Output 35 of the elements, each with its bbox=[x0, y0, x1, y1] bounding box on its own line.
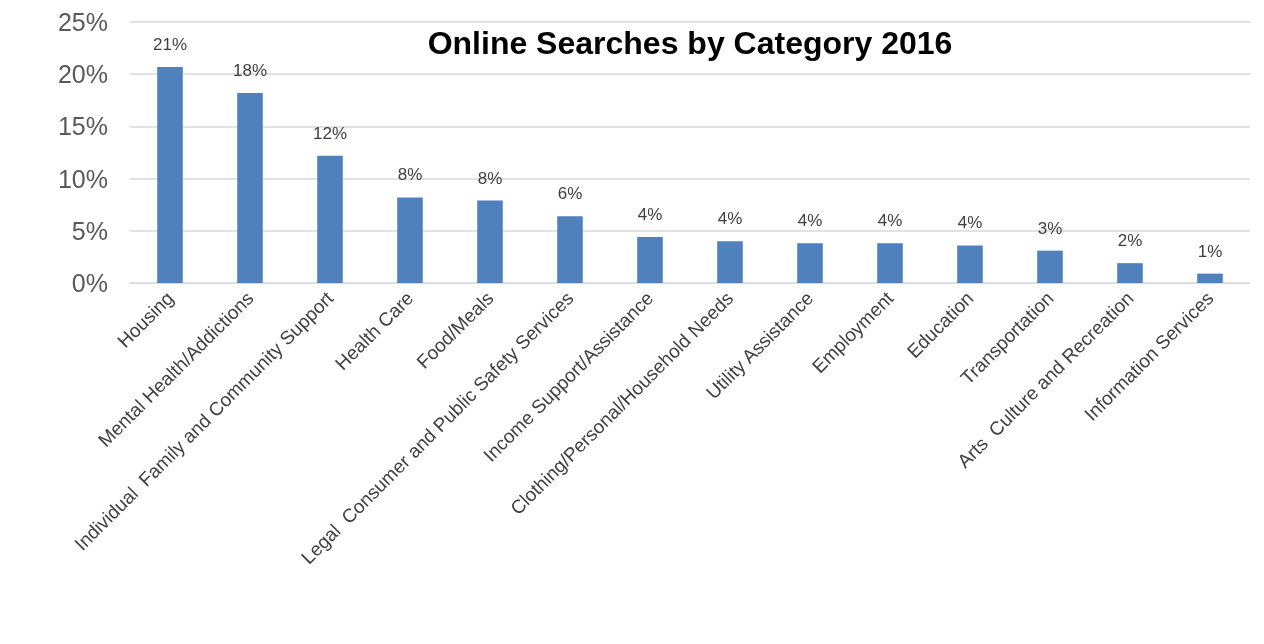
bar bbox=[957, 245, 983, 283]
data-label: 8% bbox=[477, 168, 503, 188]
data-label: 4% bbox=[717, 209, 743, 229]
bar bbox=[477, 200, 503, 283]
data-label: 4% bbox=[797, 211, 823, 231]
y-tick-label: 10% bbox=[57, 164, 108, 193]
data-label: 4% bbox=[877, 211, 903, 231]
bar bbox=[717, 241, 743, 283]
y-tick-label: 15% bbox=[57, 112, 108, 141]
data-label: 12% bbox=[312, 123, 348, 143]
data-label: 3% bbox=[1037, 218, 1063, 238]
bar bbox=[317, 155, 343, 283]
y-tick-label: 25% bbox=[57, 8, 108, 36]
data-label: 21% bbox=[152, 34, 188, 54]
bar bbox=[1117, 263, 1143, 283]
bar bbox=[1037, 250, 1063, 283]
bar bbox=[637, 237, 663, 283]
data-label: 18% bbox=[232, 60, 268, 80]
bar bbox=[797, 243, 823, 283]
data-label: 1% bbox=[1197, 241, 1223, 261]
bar bbox=[877, 243, 903, 283]
data-label: 4% bbox=[637, 205, 663, 225]
data-label: 4% bbox=[957, 213, 983, 233]
chart-title: Online Searches by Category 2016 bbox=[427, 25, 953, 61]
data-label: 2% bbox=[1117, 231, 1143, 251]
bar bbox=[1197, 273, 1223, 283]
data-label: 6% bbox=[557, 184, 583, 204]
y-tick-label: 0% bbox=[71, 269, 108, 297]
data-label: 8% bbox=[397, 165, 423, 185]
bar bbox=[157, 66, 183, 283]
y-tick-label: 20% bbox=[57, 60, 108, 89]
bar bbox=[397, 197, 423, 283]
y-tick-label: 5% bbox=[71, 216, 108, 245]
bar bbox=[557, 216, 583, 283]
bar bbox=[237, 92, 263, 283]
